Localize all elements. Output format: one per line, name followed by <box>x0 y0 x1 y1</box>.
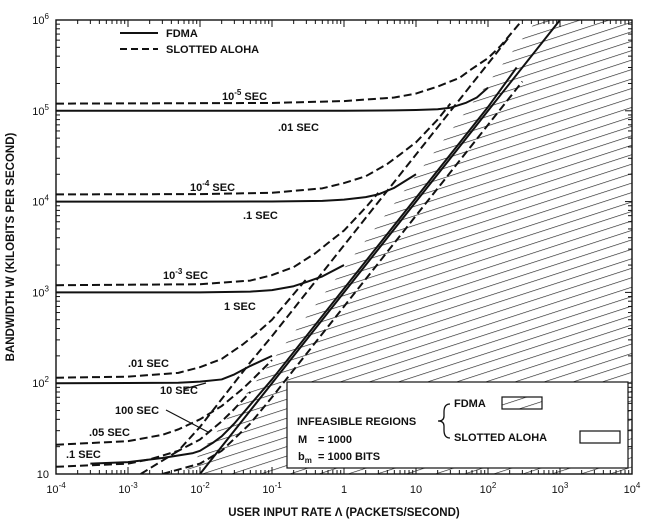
plot-frame <box>55 19 633 475</box>
aloha-curve <box>56 359 273 446</box>
y-tick-label: 102 <box>32 375 49 390</box>
annotation-leader <box>165 409 209 433</box>
param-m-value: = 1000 <box>318 434 352 446</box>
aloha-curve <box>140 35 511 474</box>
annotation-label: 10-4 SEC <box>190 179 235 194</box>
legend-label-slotted-aloha: SLOTTED ALOHA <box>166 44 259 56</box>
infeasible-region-hatch <box>184 20 632 474</box>
fdma-curve <box>56 354 273 385</box>
infeasible-box-background <box>286 381 629 469</box>
param-b-label: bm <box>298 451 312 465</box>
x-tick-label: 104 <box>624 481 641 496</box>
param-m-label: M <box>298 434 307 446</box>
fdma-hatch-swatch <box>501 396 543 410</box>
annotation-label: .1 SEC <box>66 449 101 461</box>
brace <box>437 403 451 439</box>
x-tick-label: 10-3 <box>118 481 138 496</box>
x-tick-label: 10 <box>410 484 422 496</box>
legend: FDMA SLOTTED ALOHA <box>120 28 259 56</box>
curve-annotations: 10-5 SEC .01 SEC 10-4 SEC .1 SEC 10-3 SE… <box>66 88 319 461</box>
aloha-curve <box>56 391 252 468</box>
annotation-label: .1 SEC <box>243 210 278 222</box>
y-tick-label: 106 <box>32 12 49 27</box>
x-axis-label: USER INPUT RATE Λ (PACKETS/SECOND) <box>228 507 460 519</box>
x-tick-label: 10-4 <box>46 481 66 496</box>
aloha-curve <box>56 278 308 379</box>
annotation-label: 10-5 SEC <box>222 88 267 103</box>
x-tick-label: 102 <box>480 481 497 496</box>
annotation-label: .05 SEC <box>89 427 130 439</box>
annotation-label: 100 SEC <box>115 405 159 417</box>
annotation-leader <box>183 382 207 390</box>
x-tick-label: 1 <box>341 484 347 496</box>
y-tick-label: 103 <box>32 284 49 299</box>
x-tick-label: 103 <box>552 481 569 496</box>
annotation-label: 10-3 SEC <box>163 267 208 282</box>
aloha-curve <box>56 20 524 105</box>
x-tick-label: 10-1 <box>262 481 282 496</box>
param-b-value: = 1000 BITS <box>318 451 380 463</box>
infeasible-title: INFEASIBLE REGIONS <box>297 416 416 428</box>
y-tick-label: 104 <box>32 194 49 209</box>
aloha-curve <box>56 192 380 287</box>
infeasible-regions-box: INFEASIBLE REGIONS FDMA SLOTTED ALOHA M … <box>286 381 629 469</box>
y-tick-label: 105 <box>32 103 49 118</box>
x-tick-label: 10-2 <box>190 481 210 496</box>
aloha-empty-swatch <box>579 430 621 444</box>
annotation-label: .01 SEC <box>128 358 169 370</box>
fdma-curve <box>199 20 561 474</box>
legend-label-fdma: FDMA <box>166 28 198 40</box>
y-axis-label: BANDWIDTH W (KILOBITS PER SECOND) <box>5 132 17 361</box>
x-tick-labels: 10-4 10-3 10-2 10-1 1 10 102 103 104 <box>46 481 641 496</box>
aloha-curve <box>56 102 452 196</box>
annotation-label: .01 SEC <box>278 122 319 134</box>
series-layer <box>56 20 561 474</box>
y-tick-labels: 10 102 103 104 105 106 <box>32 12 49 481</box>
annotation-label: 1 SEC <box>224 301 256 313</box>
infeasible-aloha-label: SLOTTED ALOHA <box>454 432 547 444</box>
infeasible-fdma-label: FDMA <box>454 398 486 410</box>
aloha-curve <box>162 80 524 474</box>
y-tick-label: 10 <box>37 469 49 481</box>
fdma-curve <box>56 86 489 112</box>
